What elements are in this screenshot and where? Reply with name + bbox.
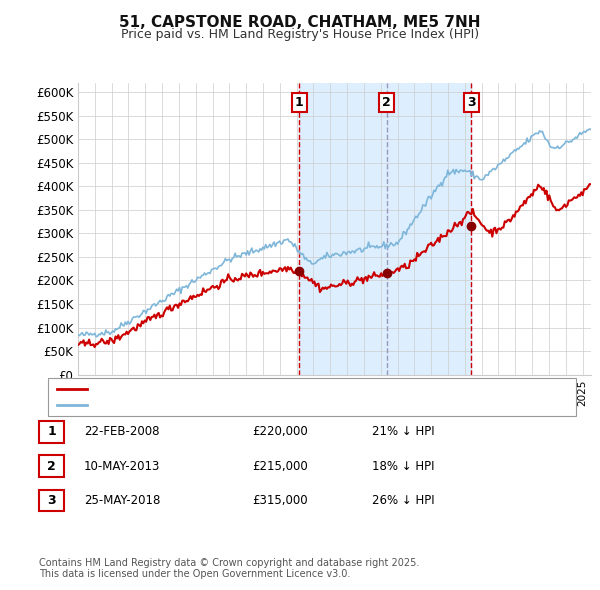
Bar xyxy=(299,83,472,375)
Text: 2: 2 xyxy=(47,460,56,473)
Text: £315,000: £315,000 xyxy=(252,494,308,507)
Text: 2: 2 xyxy=(382,96,391,109)
Text: HPI: Average price, detached house, Medway: HPI: Average price, detached house, Medw… xyxy=(94,400,347,410)
Text: Price paid vs. HM Land Registry's House Price Index (HPI): Price paid vs. HM Land Registry's House … xyxy=(121,28,479,41)
Text: £215,000: £215,000 xyxy=(252,460,308,473)
Text: 21% ↓ HPI: 21% ↓ HPI xyxy=(372,425,434,438)
Text: 18% ↓ HPI: 18% ↓ HPI xyxy=(372,460,434,473)
Text: Contains HM Land Registry data © Crown copyright and database right 2025.
This d: Contains HM Land Registry data © Crown c… xyxy=(39,558,419,579)
Text: 51, CAPSTONE ROAD, CHATHAM, ME5 7NH (detached house): 51, CAPSTONE ROAD, CHATHAM, ME5 7NH (det… xyxy=(94,384,433,394)
Text: £220,000: £220,000 xyxy=(252,425,308,438)
Text: 3: 3 xyxy=(467,96,476,109)
Text: 1: 1 xyxy=(295,96,304,109)
Text: 51, CAPSTONE ROAD, CHATHAM, ME5 7NH: 51, CAPSTONE ROAD, CHATHAM, ME5 7NH xyxy=(119,15,481,30)
Text: 3: 3 xyxy=(47,494,56,507)
Text: 22-FEB-2008: 22-FEB-2008 xyxy=(84,425,160,438)
Text: 26% ↓ HPI: 26% ↓ HPI xyxy=(372,494,434,507)
Text: 25-MAY-2018: 25-MAY-2018 xyxy=(84,494,160,507)
Text: 10-MAY-2013: 10-MAY-2013 xyxy=(84,460,160,473)
Text: 1: 1 xyxy=(47,425,56,438)
